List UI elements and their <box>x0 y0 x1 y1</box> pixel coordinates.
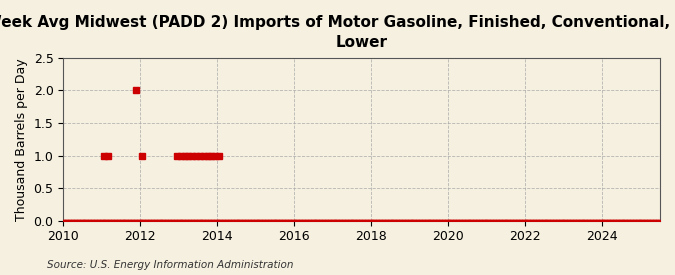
Title: 4 Week Avg Midwest (PADD 2) Imports of Motor Gasoline, Finished, Conventional, E: 4 Week Avg Midwest (PADD 2) Imports of M… <box>0 15 675 50</box>
Text: Source: U.S. Energy Information Administration: Source: U.S. Energy Information Administ… <box>47 260 294 270</box>
Y-axis label: Thousand Barrels per Day: Thousand Barrels per Day <box>15 58 28 221</box>
